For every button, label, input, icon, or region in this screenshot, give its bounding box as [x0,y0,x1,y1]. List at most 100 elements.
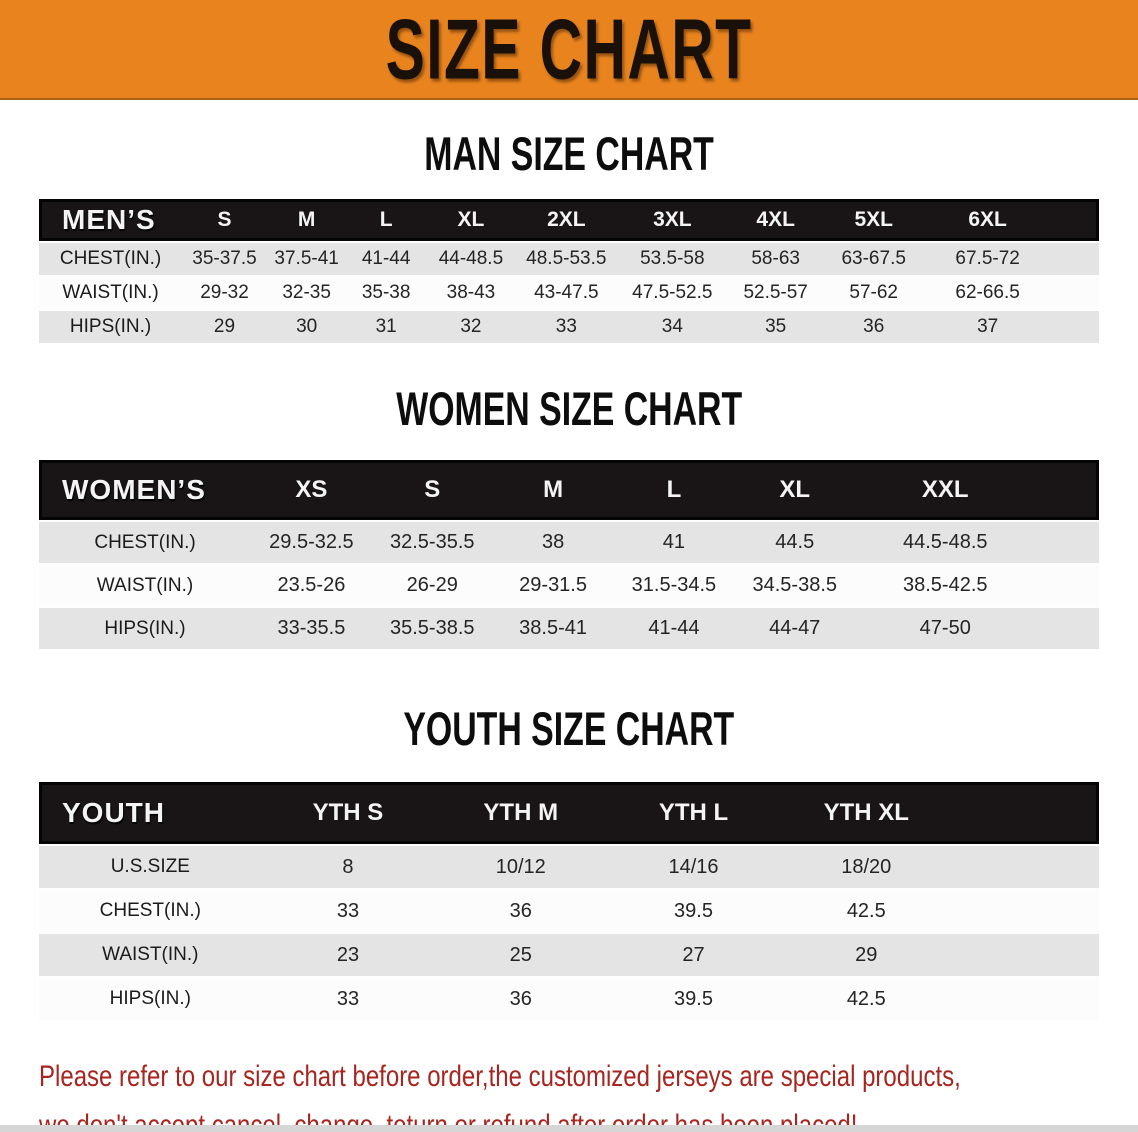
youth-section: YOUTH SIZE CHART YOUTH YTH S YTH M YTH L… [0,705,1138,1020]
table-cell: 14/16 [607,844,780,888]
table-cell: 30 [266,309,347,343]
women-size-header: XXL [855,460,1036,520]
table-cell: 63-67.5 [823,241,925,275]
spacer-cell [952,782,1099,844]
spacer-cell [1051,199,1099,241]
table-cell: 37 [924,309,1052,343]
table-cell: 32-35 [266,275,347,309]
youth-chest-row: CHEST(IN.) 33 36 39.5 42.5 [39,888,1099,932]
men-chest-row: CHEST(IN.) 35-37.5 37.5-41 41-44 44-48.5… [39,241,1099,275]
table-cell: 29 [182,309,267,343]
women-size-header: XS [251,460,372,520]
table-cell: 38-43 [425,275,516,309]
table-cell: 39.5 [607,976,780,1020]
table-cell: 35-38 [346,275,426,309]
table-cell: 57-62 [823,275,925,309]
disclaimer-line-1: Please refer to our size chart before or… [39,1060,961,1093]
women-section-title: WOMEN SIZE CHART [396,382,742,435]
women-header-row: WOMEN’S XS S M L XL XXL [39,460,1099,520]
table-cell: 29-32 [182,275,267,309]
youth-section-title: YOUTH SIZE CHART [403,702,735,755]
youth-size-table: YOUTH YTH S YTH M YTH L YTH XL U.S.SIZE … [39,782,1099,1020]
table-cell: 31.5-34.5 [613,563,735,606]
table-cell: 27 [607,932,780,976]
row-label: WAIST(IN.) [39,932,262,976]
table-cell: 42.5 [779,888,953,932]
spacer-cell [1035,606,1099,649]
youth-size-header: YTH S [261,782,435,844]
women-size-header: M [492,460,614,520]
table-cell: 41-44 [346,241,426,275]
row-label: U.S.SIZE [39,844,262,888]
women-chest-row: CHEST(IN.) 29.5-32.5 32.5-35.5 38 41 44.… [39,520,1099,563]
table-cell: 35 [727,309,824,343]
table-cell: 25 [434,932,608,976]
men-hips-row: HIPS(IN.) 29 30 31 32 33 34 35 36 37 [39,309,1099,343]
table-cell: 47.5-52.5 [616,275,728,309]
table-cell: 8 [261,844,435,888]
table-cell: 44.5-48.5 [855,520,1036,563]
youth-hips-row: HIPS(IN.) 33 36 39.5 42.5 [39,976,1099,1020]
women-size-header: S [371,460,493,520]
spacer-cell [1035,563,1099,606]
table-cell: 58-63 [727,241,824,275]
row-label: CHEST(IN.) [39,241,183,275]
women-section: WOMEN SIZE CHART WOMEN’S XS S M L XL XXL [0,385,1138,649]
youth-waist-row: WAIST(IN.) 23 25 27 29 [39,932,1099,976]
spacer-cell [952,844,1099,888]
women-group-label: WOMEN’S [39,460,252,520]
bottom-edge-strip [0,1125,1138,1132]
table-cell: 10/12 [434,844,608,888]
spacer-cell [952,932,1099,976]
table-cell: 36 [434,976,608,1020]
men-size-header: S [182,199,267,241]
women-waist-row: WAIST(IN.) 23.5-26 26-29 29-31.5 31.5-34… [39,563,1099,606]
table-cell: 37.5-41 [266,241,347,275]
youth-size-header: YTH XL [779,782,953,844]
table-cell: 34.5-38.5 [734,563,856,606]
youth-group-label: YOUTH [39,782,262,844]
table-cell: 29-31.5 [492,563,614,606]
table-cell: 67.5-72 [924,241,1052,275]
table-cell: 33 [261,976,435,1020]
men-size-header: M [266,199,347,241]
table-cell: 39.5 [607,888,780,932]
table-cell: 36 [434,888,608,932]
men-group-label: MEN’S [39,199,183,241]
table-cell: 23.5-26 [251,563,372,606]
order-disclaimer: Please refer to our size chart before or… [39,1052,1099,1132]
men-size-header: 5XL [823,199,925,241]
table-cell: 53.5-58 [616,241,728,275]
spacer-cell [1051,241,1099,275]
men-size-header: L [346,199,426,241]
table-cell: 32.5-35.5 [371,520,493,563]
table-cell: 36 [823,309,925,343]
women-size-header: L [613,460,735,520]
men-size-header: 4XL [727,199,824,241]
youth-header-row: YOUTH YTH S YTH M YTH L YTH XL [39,782,1099,844]
table-cell: 23 [261,932,435,976]
table-cell: 35-37.5 [182,241,267,275]
banner-title: SIZE CHART [385,0,753,97]
row-label: HIPS(IN.) [39,976,262,1020]
spacer-cell [1051,309,1099,343]
spacer-cell [952,888,1099,932]
youth-size-header: YTH M [434,782,608,844]
row-label: HIPS(IN.) [39,606,252,649]
table-cell: 41-44 [613,606,735,649]
table-cell: 18/20 [779,844,953,888]
spacer-cell [1035,520,1099,563]
spacer-cell [1035,460,1099,520]
men-size-header: 6XL [924,199,1052,241]
table-cell: 44.5 [734,520,856,563]
youth-size-header: YTH L [607,782,780,844]
table-cell: 44-47 [734,606,856,649]
men-section: MAN SIZE CHART MEN’S S M L XL 2XL 3XL 4X… [0,130,1138,343]
spacer-cell [952,976,1099,1020]
table-cell: 38 [492,520,614,563]
women-size-table: WOMEN’S XS S M L XL XXL CHEST(IN.) 29.5-… [39,460,1099,649]
table-cell: 62-66.5 [924,275,1052,309]
table-cell: 44-48.5 [425,241,516,275]
table-cell: 32 [425,309,516,343]
table-cell: 33 [515,309,617,343]
